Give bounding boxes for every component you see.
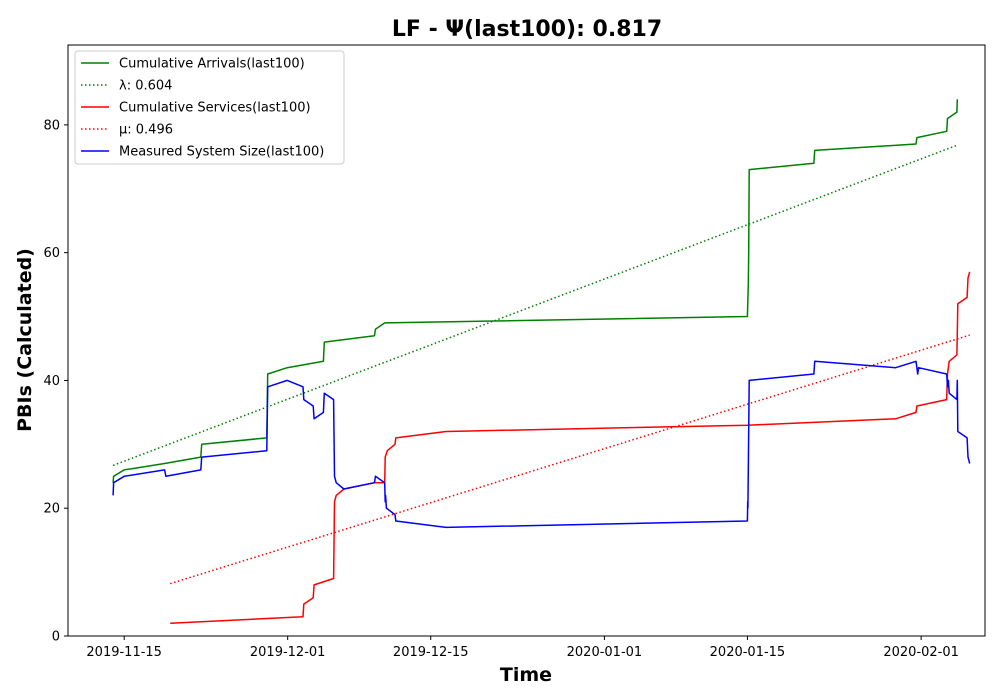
x-tick-label: 2019-11-15 [86, 645, 162, 660]
legend-label-cumulative-arrivals-last100: Cumulative Arrivals(last100) [119, 57, 305, 72]
legend: Cumulative Arrivals(last100) λ: 0.604 Cumu… [74, 50, 345, 165]
x-tick-label: 2019-12-01 [250, 645, 326, 660]
y-axis-label: PBIs (Calculated) [14, 248, 36, 432]
x-axis: 2019-11-15 2019-12-01 2019-12-15 2020-01-01… [86, 636, 959, 660]
legend-box [74, 50, 345, 165]
legend-label-0-496: μ: 0.496 [119, 123, 173, 138]
x-axis-label: Time [500, 664, 552, 686]
plot-border [67, 44, 986, 637]
y-tick-label: 80 [43, 118, 60, 133]
y-axis: 0 20 40 60 80 [43, 118, 68, 645]
y-tick-label: 0 [52, 630, 60, 645]
x-tick-label: 2020-01-15 [710, 645, 786, 660]
chart-title: LF - Ψ(last100): 0.817 [392, 17, 662, 42]
y-tick-label: 60 [43, 246, 60, 261]
series-line-cumulative-services-last100 [170, 271, 971, 624]
legend-label-0-604: λ: 0.604 [119, 79, 172, 94]
series-line-cumulative-arrivals-last100 [112, 99, 959, 483]
legend-label-measured-system-size-last100: Measured System Size(last100) [119, 145, 324, 160]
series-line-measured-system-size-last100 [112, 360, 971, 529]
x-tick-label: 2020-01-01 [567, 645, 643, 660]
series-layer [112, 99, 971, 624]
legend-label-cumulative-services-last100: Cumulative Services(last100) [119, 101, 311, 116]
x-tick-label: 2020-02-01 [883, 645, 959, 660]
y-tick-label: 20 [43, 502, 60, 517]
x-tick-label: 2019-12-15 [393, 645, 469, 660]
legend-entries: Cumulative Arrivals(last100) λ: 0.604 Cumu… [81, 57, 324, 160]
series-line-0-604 [112, 144, 958, 467]
y-tick-label: 40 [43, 374, 60, 389]
